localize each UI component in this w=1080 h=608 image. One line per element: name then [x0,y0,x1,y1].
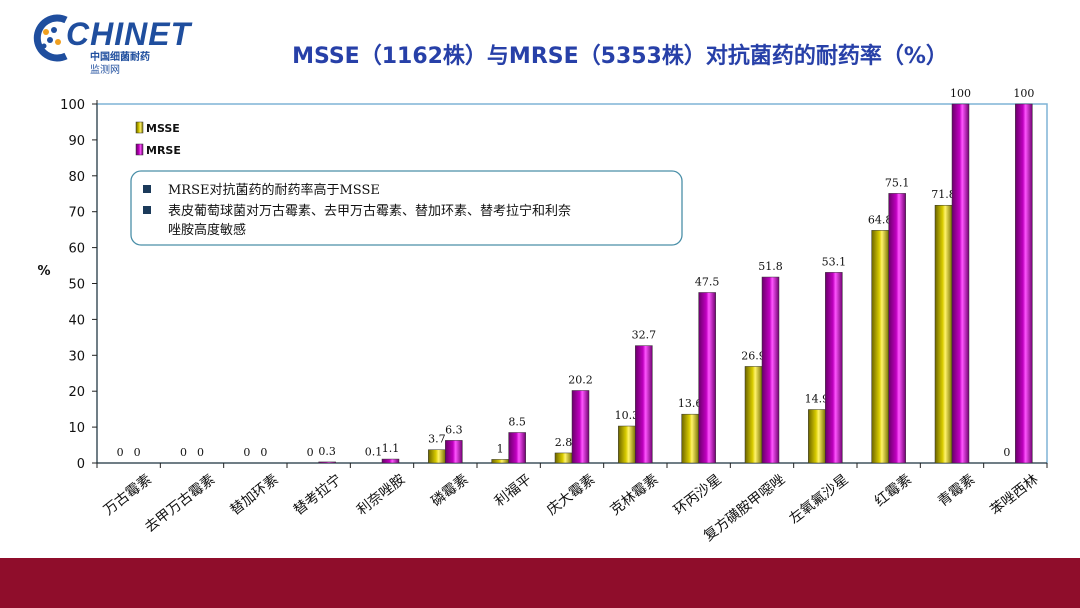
bar-mrse [381,458,400,464]
annotation-box [130,170,683,246]
annotation-bullet [143,206,151,214]
y-tick-label: 0 [77,457,85,472]
chinet-logo: CHINET 中国细菌耐药 监测网 [32,14,192,84]
category-label: 苯唑西林 [987,471,1042,519]
y-axis-label: % [37,264,50,279]
data-label-msse: 26.9 [741,349,766,362]
bar-mrse [698,292,716,464]
data-label-msse: 2.8 [555,436,573,449]
bar-mrse [571,390,590,464]
data-label-mrse: 53.1 [822,255,847,268]
bar-mrse [508,432,526,464]
chinet-logo-emblem-icon [33,14,68,62]
data-label-msse: 3.7 [428,433,446,446]
legend-label-mrse: MRSE [146,144,181,157]
data-label-mrse: 6.3 [445,423,463,436]
data-label-msse: 13.6 [678,397,703,410]
legend-swatch-msse [135,121,144,134]
y-tick-label: 90 [68,134,85,149]
data-label-msse: 0 [243,446,250,459]
y-tick-label: 30 [68,349,85,364]
data-label-msse: 0 [307,446,314,459]
category-label: 去甲万古霉素 [142,472,218,536]
data-label-mrse: 47.5 [695,275,720,288]
data-label-mrse: 0 [134,446,141,459]
annotation-text: 表皮葡萄球菌对万古霉素、去甲万古霉素、替加环素、替考拉宁和利奈 [168,203,571,219]
category-label: 利福平 [492,472,535,510]
category-label: 青霉素 [935,472,978,510]
data-label-msse: 0 [117,446,124,459]
data-label-mrse: 75.1 [885,176,910,189]
data-label-mrse: 100 [1013,87,1034,100]
bar-mrse [888,193,906,464]
bar-mrse [825,272,843,464]
bar-mrse [761,276,780,464]
bar-msse [681,413,699,464]
logo-subtitle-2: 监测网 [90,65,120,76]
bar-msse [491,459,509,464]
category-label: 克林霉素 [607,472,661,519]
bar-msse [934,204,953,464]
category-label: 替加环素 [227,472,281,519]
bar-msse [554,452,573,464]
y-tick-label: 80 [68,170,85,185]
y-tick-label: 50 [68,278,85,293]
bar-mrse [318,461,336,464]
data-label-msse: 10.3 [615,409,640,422]
data-label-mrse: 0 [197,446,204,459]
category-label: 万古霉素 [101,472,155,519]
y-tick-label: 70 [68,206,85,221]
bar-mrse [635,345,653,464]
y-tick-label: 20 [68,385,85,400]
category-label: 庆大霉素 [544,472,598,519]
data-label-msse: 0 [180,446,187,459]
legend-swatch-mrse [135,143,144,156]
data-label-msse: 14.9 [805,393,830,406]
footer-band [0,558,1080,608]
bar-msse [744,366,763,464]
data-label-mrse: 51.8 [758,260,783,273]
y-tick-label: 40 [68,313,85,328]
bar-mrse [951,103,970,464]
data-label-mrse: 1.1 [382,442,400,455]
data-label-msse: 0.1 [365,446,383,459]
page-title: MSSE（1162株）与MRSE（5353株）对抗菌药的耐药率（%） [292,44,948,69]
data-label-mrse: 0.3 [318,445,336,458]
data-label-msse: 64.8 [868,213,893,226]
category-label: 红霉素 [872,472,915,510]
y-tick-label: 100 [60,98,85,113]
annotation-bullet [143,185,151,193]
data-label-mrse: 0 [260,446,267,459]
data-label-mrse: 32.7 [632,329,657,342]
bar-mrse [445,440,463,464]
data-label-mrse: 20.2 [568,373,593,386]
bar-msse [618,425,636,464]
annotation-text: MRSE对抗菌药的耐药率高于MSSE [168,182,380,198]
bar-msse [428,449,446,464]
y-tick-label: 60 [68,242,85,257]
data-label-msse: 0 [1003,446,1010,459]
annotation-text: 唑胺高度敏感 [168,222,246,238]
bar-msse [871,230,889,464]
category-label: 环丙沙星 [671,472,725,519]
data-label-mrse: 100 [950,87,971,100]
legend-label-msse: MSSE [146,122,180,135]
bar-mrse [1015,103,1033,464]
logo-subtitle: 中国细菌耐药 [90,52,150,63]
y-tick-label: 10 [68,421,85,436]
category-label: 左氧氟沙星 [786,472,851,528]
category-label: 磷霉素 [429,472,472,510]
logo-word: CHINET [66,16,192,52]
category-label: 替考拉宁 [290,471,345,519]
data-label-mrse: 8.5 [508,415,526,428]
bar-msse [808,409,826,464]
data-label-msse: 1 [497,442,504,455]
data-label-msse: 71.8 [931,188,956,201]
category-label: 利奈唑胺 [354,472,408,519]
